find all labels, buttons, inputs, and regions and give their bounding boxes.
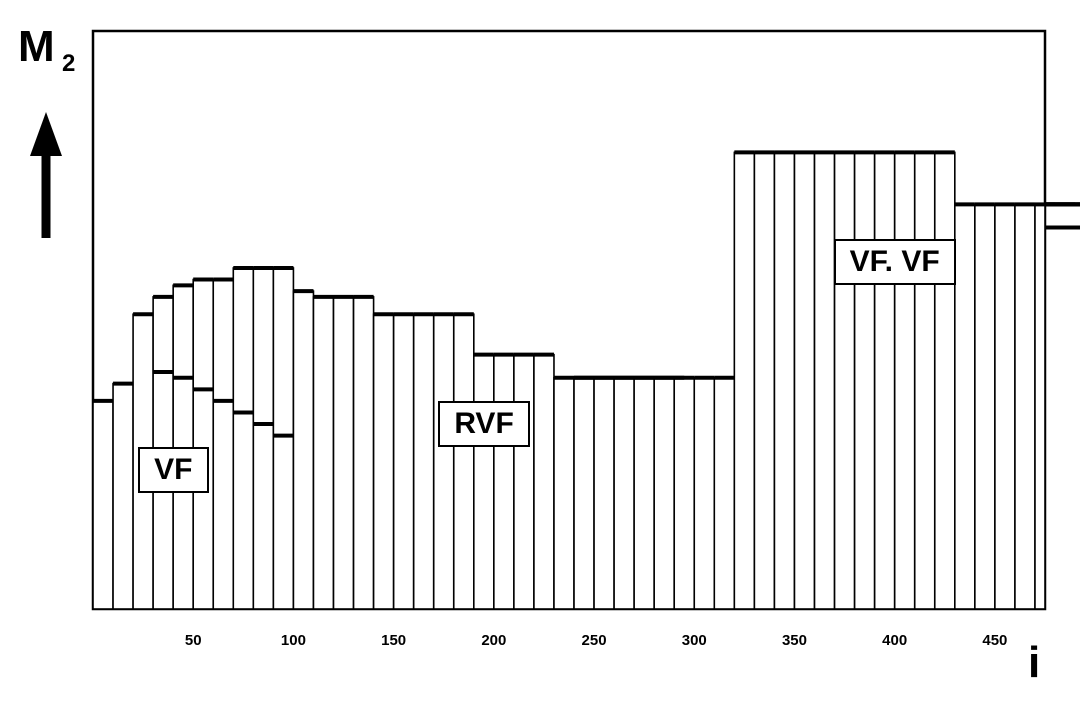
histogram-bar xyxy=(292,290,315,610)
x-axis-label: i xyxy=(1028,638,1041,687)
histogram-bar xyxy=(513,353,535,610)
annotation-vf: VF xyxy=(138,447,209,494)
histogram-bar xyxy=(352,296,375,610)
histogram-bar xyxy=(893,151,916,610)
histogram-bar xyxy=(713,376,736,610)
histogram-bar xyxy=(933,151,956,610)
histogram-bar xyxy=(573,376,595,610)
histogram-bar xyxy=(593,376,615,610)
histogram-bar xyxy=(252,267,275,610)
histogram-bar xyxy=(833,151,856,610)
x-tick-label: 400 xyxy=(882,632,907,649)
histogram-bar xyxy=(693,376,716,610)
histogram-bar xyxy=(553,376,575,610)
y-axis-arrow-head xyxy=(30,112,62,156)
histogram-bar xyxy=(1014,203,1036,610)
x-tick-label: 450 xyxy=(982,632,1007,649)
histogram-bar xyxy=(112,382,134,610)
histogram-bar xyxy=(472,353,495,610)
y-axis-label: M xyxy=(18,22,55,71)
annotation-vf-vf: VF. VF xyxy=(833,239,956,286)
histogram-bar xyxy=(493,353,515,610)
histogram-bar xyxy=(913,151,936,610)
x-tick-label: 300 xyxy=(682,632,707,649)
histogram-bar xyxy=(974,203,996,610)
x-tick-label: 100 xyxy=(281,632,306,649)
histogram-bar xyxy=(613,376,635,610)
x-tick-label: 250 xyxy=(582,632,607,649)
annotation-rvf: RVF xyxy=(438,401,530,448)
histogram-bar xyxy=(312,296,335,610)
histogram-bar xyxy=(192,278,215,610)
histogram-bar xyxy=(994,203,1016,610)
histogram-bar xyxy=(332,296,355,610)
histogram-bar xyxy=(954,203,976,610)
histogram-bar xyxy=(92,400,114,610)
histogram-bar xyxy=(212,278,235,610)
histogram-bar xyxy=(533,353,555,610)
histogram-bar xyxy=(653,376,676,610)
x-tick-label: 200 xyxy=(481,632,506,649)
histogram-bar xyxy=(753,151,776,610)
x-tick-label: 150 xyxy=(381,632,406,649)
histogram-bar xyxy=(1034,203,1046,610)
histogram-bar xyxy=(432,313,455,610)
histogram-bar xyxy=(272,267,295,610)
histogram-bar xyxy=(372,313,395,610)
histogram-bar xyxy=(773,151,796,610)
histogram-bar xyxy=(412,313,435,610)
histogram-bar xyxy=(392,313,415,610)
histogram-bar xyxy=(452,313,475,610)
histogram-bar xyxy=(853,151,876,610)
histogram-bar xyxy=(793,151,816,610)
histogram-bar xyxy=(813,151,836,610)
x-tick-label: 350 xyxy=(782,632,807,649)
histogram-bar xyxy=(733,151,756,610)
x-tick-label: 50 xyxy=(185,632,202,649)
histogram-bar xyxy=(232,267,255,610)
histogram-bar xyxy=(673,376,696,610)
histogram-bar xyxy=(873,151,896,610)
histogram-bar xyxy=(633,376,655,610)
y-axis-subscript: 2 xyxy=(62,50,76,77)
